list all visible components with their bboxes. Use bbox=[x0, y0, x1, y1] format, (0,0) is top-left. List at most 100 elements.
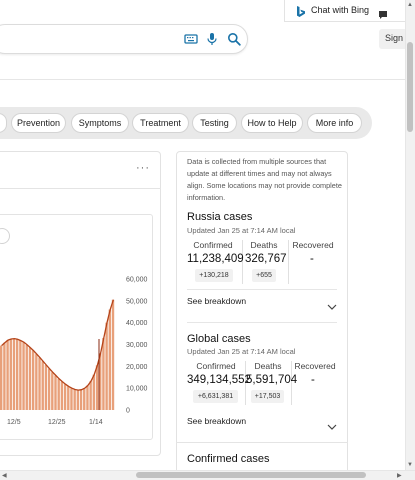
chart-bar bbox=[76, 390, 80, 410]
global-confirmed-delta: +6,631,381 bbox=[193, 390, 238, 403]
tab-prevention[interactable]: Prevention bbox=[11, 113, 66, 133]
search-box[interactable] bbox=[0, 24, 248, 54]
column-divider bbox=[291, 361, 292, 405]
russia-confirmed-label: Confirmed bbox=[193, 240, 233, 250]
chart-bar bbox=[15, 339, 19, 410]
column-divider bbox=[242, 240, 243, 284]
russia-cases-title: Russia cases bbox=[187, 211, 253, 223]
section-divider bbox=[187, 289, 337, 290]
global-confirmed-label: Confirmed bbox=[196, 361, 236, 371]
chart-bar bbox=[63, 384, 67, 410]
russia-deaths-label: Deaths bbox=[250, 240, 278, 250]
y-tick-label: 60,000 bbox=[126, 277, 148, 284]
russia-deaths-delta: +655 bbox=[252, 269, 276, 282]
chart-bar bbox=[79, 389, 83, 410]
chart-bar bbox=[99, 353, 102, 410]
chart-panel bbox=[0, 214, 153, 440]
chart-bar bbox=[105, 322, 108, 410]
chart-bar bbox=[38, 357, 41, 410]
chat-bubble-icon[interactable] bbox=[379, 6, 387, 19]
scroll-up-arrow-icon[interactable]: ▲ bbox=[407, 2, 413, 8]
chart-bar bbox=[31, 350, 35, 410]
russia-confirmed-delta: +130,218 bbox=[195, 269, 233, 282]
chart-bar bbox=[108, 309, 112, 410]
microphone-icon[interactable] bbox=[205, 32, 219, 46]
russia-updated-time: Updated Jan 25 at 7:14 AM local bbox=[187, 226, 296, 235]
chart-bar bbox=[0, 345, 3, 410]
global-deaths-delta: +17,503 bbox=[251, 390, 284, 403]
chart-bar bbox=[92, 374, 96, 410]
y-tick-label: 0 bbox=[126, 408, 130, 415]
y-tick-label: 20,000 bbox=[126, 364, 148, 371]
data-disclaimer: Data is collected from multiple sources … bbox=[187, 157, 342, 202]
chart-bar bbox=[47, 368, 51, 410]
y-tick-label: 50,000 bbox=[126, 298, 148, 305]
global-cases-title: Global cases bbox=[187, 333, 251, 345]
russia-recovered-label: Recovered bbox=[292, 240, 334, 250]
russia-see-breakdown[interactable]: See breakdown bbox=[187, 296, 247, 306]
stats-card bbox=[176, 151, 348, 480]
global-recovered-value: - bbox=[311, 374, 315, 386]
chart-bar bbox=[41, 361, 44, 410]
tab-more-info[interactable]: More info bbox=[307, 113, 362, 133]
chart-bar bbox=[86, 385, 89, 410]
chart-bar bbox=[22, 342, 25, 410]
sign-in-button[interactable]: Sign bbox=[379, 29, 409, 49]
vertical-scrollbar[interactable] bbox=[405, 0, 415, 470]
global-recovered-label: Recovered bbox=[294, 361, 336, 371]
chart-bar bbox=[6, 340, 9, 410]
chart-bar bbox=[57, 378, 60, 410]
global-deaths-label: Deaths bbox=[254, 361, 282, 371]
tab-testing[interactable]: Testing bbox=[192, 113, 237, 133]
chart-bar bbox=[70, 388, 73, 410]
global-deaths-value: 5,591,704 bbox=[246, 374, 298, 386]
scroll-right-arrow-icon[interactable]: ▶ bbox=[397, 473, 402, 479]
confirmed-cases-title: Confirmed cases bbox=[187, 453, 270, 465]
x-tick-label: 1/14 bbox=[89, 419, 103, 426]
chart-bar bbox=[67, 386, 70, 410]
column-divider bbox=[245, 361, 246, 405]
keyboard-icon[interactable] bbox=[184, 32, 198, 46]
chart-bar bbox=[28, 347, 32, 410]
search-icon[interactable] bbox=[227, 32, 241, 46]
chart-bar bbox=[44, 365, 48, 410]
x-tick-label: 12/5 bbox=[7, 419, 21, 426]
global-updated-time: Updated Jan 25 at 7:14 AM local bbox=[187, 347, 296, 356]
vertical-scrollbar-thumb[interactable] bbox=[407, 42, 413, 132]
chevron-down-icon[interactable] bbox=[327, 298, 337, 310]
global-confirmed-value: 349,134,552 bbox=[187, 374, 251, 386]
chart-bar bbox=[3, 342, 6, 410]
scroll-down-arrow-icon[interactable]: ▼ bbox=[407, 462, 413, 468]
chart-bar bbox=[89, 381, 92, 410]
russia-recovered-value: - bbox=[310, 253, 314, 265]
horizontal-scrollbar-thumb[interactable] bbox=[136, 472, 366, 478]
y-tick-label: 40,000 bbox=[126, 320, 148, 327]
tab-symptoms[interactable]: Symptoms bbox=[71, 113, 129, 133]
chart-bar bbox=[95, 365, 99, 410]
global-see-breakdown[interactable]: See breakdown bbox=[187, 416, 247, 426]
chat-with-bing-label: Chat with Bing bbox=[311, 5, 370, 15]
section-divider bbox=[176, 442, 348, 443]
chevron-down-icon[interactable] bbox=[327, 418, 337, 430]
chart-bar bbox=[19, 340, 22, 410]
x-tick-label: 12/25 bbox=[48, 419, 66, 426]
chart-bar bbox=[102, 337, 105, 410]
tab-treatment[interactable]: Treatment bbox=[132, 113, 189, 133]
tab-how-to-help[interactable]: How to Help bbox=[241, 113, 303, 133]
chart-bar bbox=[25, 344, 28, 410]
chat-with-bing-button[interactable]: Chat with Bing bbox=[284, 0, 405, 22]
chart-bar bbox=[111, 299, 115, 410]
chart-bar bbox=[35, 354, 38, 410]
russia-confirmed-value: 11,238,409 bbox=[187, 253, 244, 265]
more-options-button[interactable]: ··· bbox=[136, 162, 150, 174]
chart-bar bbox=[60, 381, 64, 410]
chart-bar bbox=[54, 375, 57, 410]
chart-bar bbox=[73, 389, 76, 410]
section-divider bbox=[187, 322, 337, 323]
y-tick-label: 30,000 bbox=[126, 342, 148, 349]
cases-bar-chart: 60,000 50,000 40,000 30,000 20,000 10,000 0 12/… bbox=[0, 277, 148, 426]
chart-bar bbox=[9, 339, 12, 410]
scroll-left-arrow-icon[interactable]: ◀ bbox=[2, 473, 7, 479]
chart-trend-line bbox=[1, 299, 115, 391]
card-header-divider bbox=[0, 188, 161, 189]
